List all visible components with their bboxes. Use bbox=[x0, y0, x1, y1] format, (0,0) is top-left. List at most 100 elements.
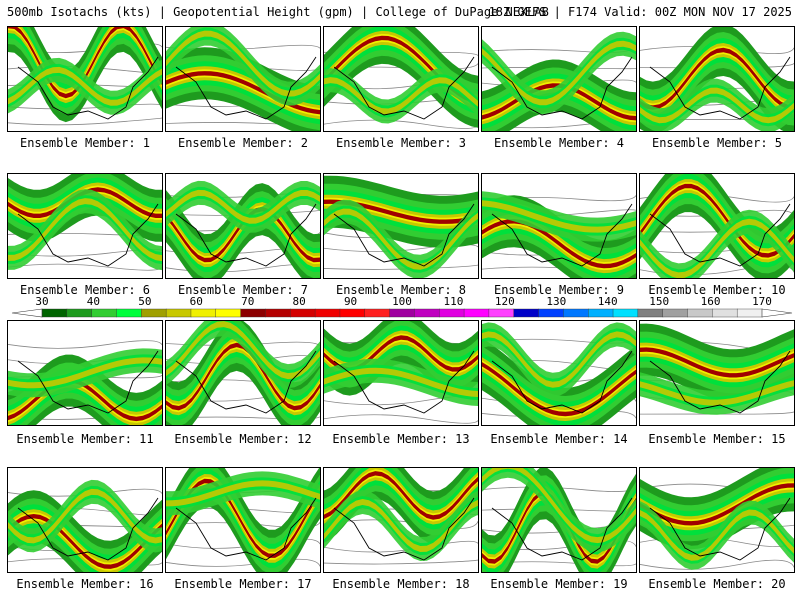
colorbar-tick-label: 30 bbox=[35, 295, 49, 308]
colorbar-tick-label: 40 bbox=[86, 295, 101, 308]
ensemble-member-map bbox=[639, 320, 795, 426]
colorbar-tick-label: 120 bbox=[494, 295, 515, 308]
colorbar-tick-label: 150 bbox=[649, 295, 670, 308]
isotach-band bbox=[324, 469, 478, 522]
isotach-map bbox=[324, 27, 478, 129]
height-contour bbox=[8, 117, 162, 126]
isotach-band bbox=[166, 202, 320, 268]
isotach-map bbox=[166, 180, 320, 278]
ensemble-member-label: Ensemble Member: 15 bbox=[648, 432, 786, 446]
coastline bbox=[649, 350, 791, 414]
isotach-band bbox=[8, 488, 162, 544]
ensemble-member-label: Ensemble Member: 20 bbox=[648, 577, 786, 591]
coastline bbox=[491, 497, 633, 561]
isotach-band bbox=[166, 27, 320, 100]
isotach-band bbox=[640, 377, 794, 409]
isotach-map bbox=[166, 468, 320, 572]
ensemble-member-label: Ensemble Member: 16 bbox=[16, 577, 154, 591]
coastline bbox=[491, 203, 633, 267]
isotach-map bbox=[640, 323, 794, 415]
height-contour bbox=[8, 103, 162, 110]
isotach-band bbox=[8, 357, 162, 389]
isotach-band bbox=[166, 206, 320, 263]
ensemble-member-map bbox=[639, 173, 795, 279]
colorbar-swatch bbox=[314, 308, 341, 318]
isotach-band bbox=[324, 199, 478, 224]
ensemble-member-map bbox=[639, 467, 795, 573]
colorbar-swatch bbox=[439, 308, 465, 318]
isotach-map bbox=[324, 175, 478, 278]
colorbar-swatch bbox=[612, 308, 639, 318]
isotach-band bbox=[8, 185, 162, 220]
ensemble-member-label: Ensemble Member: 3 bbox=[335, 136, 467, 150]
coastline bbox=[17, 56, 159, 120]
isotach-band bbox=[324, 335, 478, 372]
isotach-band bbox=[166, 321, 320, 380]
ensemble-member-label: Ensemble Member: 14 bbox=[490, 432, 628, 446]
ensemble-member-map bbox=[481, 173, 637, 279]
isotach-band bbox=[8, 514, 162, 569]
coastline bbox=[17, 350, 159, 414]
isotach-band bbox=[324, 367, 478, 397]
height-contour bbox=[640, 559, 794, 570]
coastline bbox=[649, 497, 791, 561]
isotach-band bbox=[640, 483, 794, 526]
colorbar-swatch bbox=[41, 308, 68, 318]
height-contour bbox=[8, 263, 162, 271]
isotach-band bbox=[640, 174, 794, 268]
isotach-map bbox=[324, 321, 478, 424]
coastline bbox=[175, 203, 317, 267]
isotach-band bbox=[482, 200, 636, 233]
colorbar-swatch bbox=[66, 308, 93, 318]
ensemble-member-map bbox=[639, 26, 795, 132]
isotach-band bbox=[166, 71, 320, 115]
isotach-band bbox=[166, 69, 320, 117]
ensemble-member-map bbox=[7, 467, 163, 573]
colorbar-tick-label: 70 bbox=[241, 295, 255, 308]
isotach-map bbox=[482, 191, 636, 278]
isotach-band bbox=[482, 40, 636, 106]
isotach-band bbox=[640, 38, 794, 120]
ensemble-member-map bbox=[481, 320, 637, 426]
coastline bbox=[333, 56, 475, 120]
ensemble-member-map bbox=[323, 467, 479, 573]
header-title: 500mb Isotachs (kts) | Geopotential Heig… bbox=[7, 5, 549, 19]
isotach-band bbox=[166, 189, 320, 224]
height-contour bbox=[166, 558, 320, 567]
ensemble-member-label: Ensemble Member: 13 bbox=[332, 432, 470, 446]
ensemble-member-label: Ensemble Member: 18 bbox=[332, 577, 470, 591]
ensemble-member-map bbox=[165, 173, 321, 279]
ensemble-member-map bbox=[323, 173, 479, 279]
colorbar-tick-label: 60 bbox=[189, 295, 203, 308]
colorbar-swatch bbox=[488, 308, 515, 318]
isotach-band bbox=[166, 480, 320, 507]
isotach-band bbox=[166, 186, 320, 227]
colorbar-swatch bbox=[513, 308, 540, 318]
coastline bbox=[649, 203, 791, 267]
isotach-band bbox=[640, 380, 794, 406]
isotach-band bbox=[166, 342, 320, 411]
ensemble-member-label: Ensemble Member: 12 bbox=[174, 432, 312, 446]
isotach-band bbox=[640, 478, 794, 531]
height-contour bbox=[640, 411, 794, 415]
isotach-band bbox=[166, 27, 320, 106]
ensemble-member-map bbox=[7, 173, 163, 279]
header-valid-time: 18Z GEFS | F174 Valid: 00Z MON NOV 17 20… bbox=[488, 5, 792, 19]
ensemble-member-map bbox=[323, 26, 479, 132]
isotach-map bbox=[8, 174, 162, 271]
isotach-map bbox=[482, 31, 636, 131]
colorbar-swatch bbox=[240, 308, 266, 318]
isotach-band bbox=[8, 66, 162, 106]
coastline bbox=[649, 56, 791, 120]
colorbar-swatch bbox=[736, 308, 763, 318]
coastline bbox=[333, 203, 475, 267]
ensemble-member-label: Ensemble Member: 19 bbox=[490, 577, 628, 591]
isotach-band bbox=[482, 331, 636, 388]
isotach-band bbox=[482, 197, 636, 236]
isotach-map bbox=[482, 322, 636, 425]
ensemble-member-label: Ensemble Member: 11 bbox=[16, 432, 154, 446]
colorbar bbox=[11, 308, 793, 318]
coastline bbox=[333, 350, 475, 414]
ensemble-member-map bbox=[7, 320, 163, 426]
ensemble-member-label: Ensemble Member: 17 bbox=[174, 577, 312, 591]
